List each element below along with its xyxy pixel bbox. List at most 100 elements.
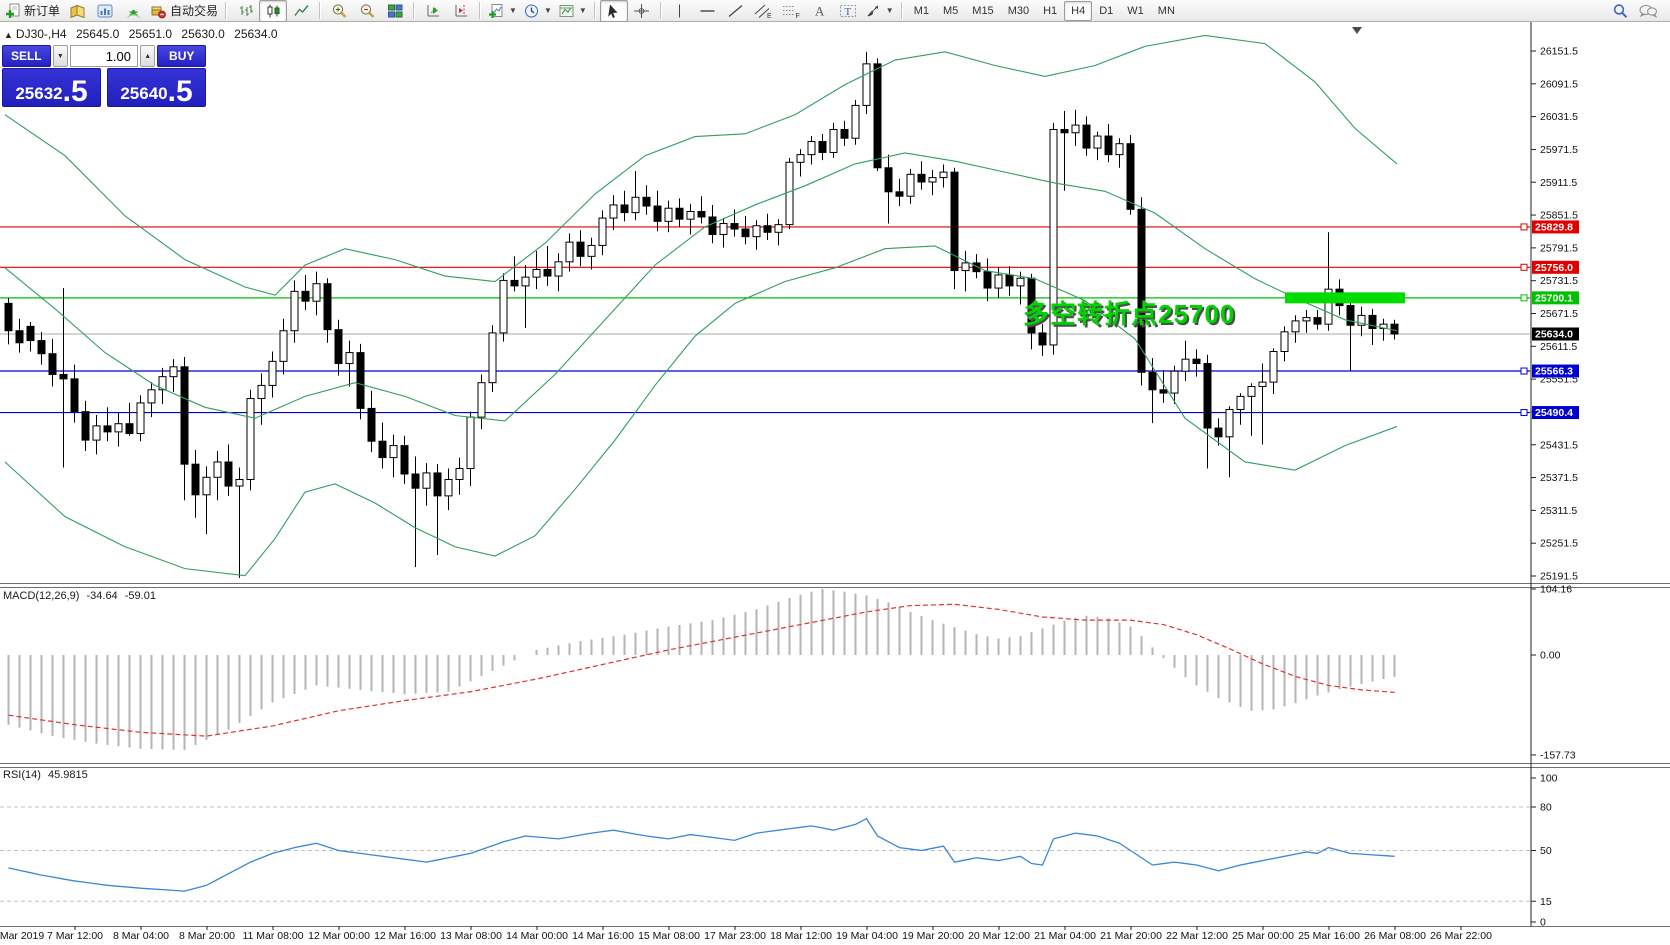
timeframe-d1-button[interactable]: D1 <box>1099 4 1114 17</box>
sell-button[interactable]: SELL <box>2 45 51 67</box>
vertical-line-tool-button[interactable] <box>666 0 694 22</box>
chart-ohlc-header: ▲ DJ30-,H4 25645.0 25651.0 25630.0 25634.… <box>4 27 284 41</box>
text-icon: A <box>812 3 827 19</box>
trendline-icon <box>727 3 744 19</box>
timeframe-h1-button[interactable]: H1 <box>1043 4 1058 17</box>
candlestick-mode-button[interactable] <box>259 0 288 22</box>
svg-text:14 Mar 00:00: 14 Mar 00:00 <box>506 930 568 942</box>
rsi-value: 45.9815 <box>47 769 88 781</box>
arrows-tool-button[interactable]: ▼ <box>862 0 897 22</box>
svg-text:25490.4: 25490.4 <box>1535 407 1573 419</box>
svg-text:26 Mar 22:00: 26 Mar 22:00 <box>1430 930 1492 942</box>
zoom-in-icon <box>331 3 348 19</box>
templates-button[interactable]: ▼ <box>555 0 590 22</box>
svg-text:104.16: 104.16 <box>1540 584 1572 596</box>
templates-icon <box>558 3 575 19</box>
volume-input[interactable] <box>70 45 138 67</box>
trendline-tool-button[interactable] <box>722 0 750 22</box>
fibonacci-tool-button[interactable]: F <box>778 0 806 22</box>
timeframe-w1-button[interactable]: W1 <box>1127 4 1144 17</box>
svg-text:21 Mar 04:00: 21 Mar 04:00 <box>1034 930 1096 942</box>
chat-button[interactable] <box>1634 0 1662 22</box>
sell-price-panel[interactable]: 25632.5 <box>2 68 101 107</box>
tile-windows-button[interactable] <box>381 0 409 22</box>
annotation-highlight-bar[interactable] <box>1285 292 1405 304</box>
svg-text:0: 0 <box>1540 917 1546 929</box>
auto-trading-label: 自动交易 <box>170 4 219 18</box>
svg-text:7 Mar 12:00: 7 Mar 12:00 <box>47 930 103 942</box>
timeframe-m15-button[interactable]: M15 <box>972 4 994 17</box>
timeframe-m30-button[interactable]: M30 <box>1007 4 1030 17</box>
buy-button[interactable]: BUY <box>157 45 206 67</box>
main-price-pane <box>0 34 1530 578</box>
text-label-tool-button[interactable]: T <box>834 0 862 22</box>
crosshair-tool-button[interactable] <box>628 0 656 22</box>
symbol-timeframe-label: DJ30-,H4 <box>15 27 67 41</box>
periods-button[interactable]: ▼ <box>520 0 555 22</box>
svg-text:13 Mar 08:00: 13 Mar 08:00 <box>440 930 502 942</box>
channel-tool-button[interactable]: E <box>750 0 778 22</box>
svg-text:Mar 2019: Mar 2019 <box>0 930 44 942</box>
chat-icon <box>1638 3 1658 19</box>
indicators-button[interactable]: ▼ <box>485 0 520 22</box>
svg-text:0.00: 0.00 <box>1540 650 1561 662</box>
signal-button[interactable] <box>119 0 147 22</box>
svg-text:F: F <box>796 13 800 19</box>
search-button[interactable] <box>1606 0 1634 22</box>
chart-shift-icon <box>453 3 470 19</box>
cursor-tool-button[interactable] <box>599 0 628 22</box>
arrows-icon <box>865 3 882 19</box>
chart-shift-button[interactable] <box>447 0 475 22</box>
volume-increase-button[interactable]: ▲ <box>140 45 156 67</box>
rsi-name: RSI(14) <box>3 769 41 781</box>
new-order-button[interactable]: 新订单 <box>2 0 63 22</box>
macd-histogram <box>7 589 1396 751</box>
line-handles[interactable] <box>1520 223 1528 417</box>
line-chart-icon <box>293 3 310 19</box>
timeframe-mn-button[interactable]: MN <box>1157 4 1175 17</box>
svg-text:21 Mar 20:00: 21 Mar 20:00 <box>1100 930 1162 942</box>
crosshair-icon <box>633 3 650 19</box>
text-tool-button[interactable]: A <box>806 0 834 22</box>
timeframe-m1-button[interactable]: M1 <box>913 4 929 17</box>
svg-text:25791.5: 25791.5 <box>1540 242 1578 254</box>
horizontal-line-tool-button[interactable] <box>694 0 722 22</box>
history-center-button[interactable] <box>63 0 91 22</box>
rsi-line <box>8 817 1395 892</box>
market-watch-icon <box>97 3 114 19</box>
line-chart-mode-button[interactable] <box>287 0 315 22</box>
open-value: 25645.0 <box>75 27 120 41</box>
toolbar: 新订单 自动交易 ▼ ▼ ▼ E F A T ▼ <box>0 0 1670 22</box>
auto-trading-button[interactable]: 自动交易 <box>147 0 221 22</box>
svg-text:25851.5: 25851.5 <box>1540 210 1578 222</box>
zoom-out-button[interactable] <box>353 0 381 22</box>
svg-text:25371.5: 25371.5 <box>1540 472 1578 484</box>
shift-marker-icon <box>1352 27 1362 34</box>
timeframe-h4-button[interactable]: H4 <box>1064 0 1093 21</box>
zoom-in-button[interactable] <box>325 0 353 22</box>
svg-text:25191.5: 25191.5 <box>1540 571 1578 583</box>
svg-text:80: 80 <box>1540 802 1552 814</box>
price-axis: 26151.5 26091.5 26031.5 25971.5 25911.5 25851… <box>1530 22 1578 926</box>
bollinger-bands <box>4 34 1398 577</box>
svg-text:25 Mar 16:00: 25 Mar 16:00 <box>1298 930 1360 942</box>
svg-text:12 Mar 16:00: 12 Mar 16:00 <box>374 930 436 942</box>
svg-text:25 Mar 00:00: 25 Mar 00:00 <box>1232 930 1294 942</box>
timeframe-m5-button[interactable]: M5 <box>943 4 959 17</box>
bar-chart-mode-button[interactable] <box>231 0 259 22</box>
svg-text:8 Mar 04:00: 8 Mar 04:00 <box>113 930 169 942</box>
svg-text:T: T <box>844 6 851 18</box>
svg-text:25251.5: 25251.5 <box>1540 538 1578 550</box>
auto-scroll-button[interactable] <box>419 0 447 22</box>
svg-text:26031.5: 26031.5 <box>1540 111 1578 123</box>
low-value: 25630.0 <box>181 27 225 41</box>
macd-pane: 104.16 0.00 -157.73 <box>7 584 1576 761</box>
svg-text:8 Mar 20:00: 8 Mar 20:00 <box>179 930 235 942</box>
buy-price-panel[interactable]: 25640.5 <box>107 68 206 107</box>
volume-decrease-button[interactable]: ▼ <box>52 45 68 67</box>
market-watch-button[interactable] <box>91 0 119 22</box>
svg-text:25566.3: 25566.3 <box>1535 366 1573 378</box>
high-value: 25651.0 <box>128 27 173 41</box>
